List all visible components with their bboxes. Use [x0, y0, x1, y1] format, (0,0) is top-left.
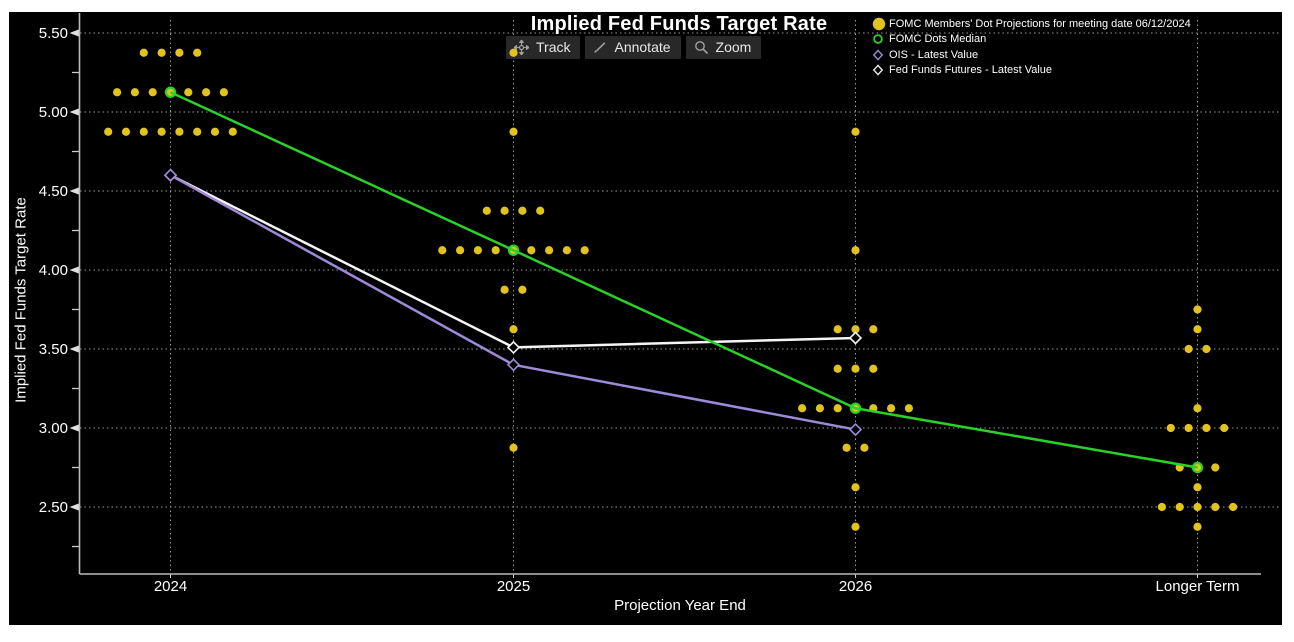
- legend-label: FOMC Dots Median: [889, 33, 987, 46]
- x-axis-title: Projection Year End: [614, 597, 746, 614]
- y-major-tick-arrow: [69, 266, 80, 274]
- y-tick-label: 5.50: [39, 25, 68, 42]
- legend-item-fomc-dots-median[interactable]: FOMC Dots Median: [872, 32, 1191, 48]
- x-tick-label: 2026: [839, 578, 872, 595]
- legend-label: OIS - Latest Value: [889, 48, 979, 61]
- y-tick-label: 4.50: [39, 183, 68, 200]
- zoom-button[interactable]: Zoom: [685, 36, 762, 59]
- y-tick-label: 4.00: [39, 262, 68, 279]
- x-tick-label: Longer Term: [1156, 578, 1240, 595]
- annotate-button[interactable]: Annotate: [585, 36, 681, 59]
- legend-item-fed-funds-futures[interactable]: Fed Funds Futures - Latest Value: [872, 63, 1191, 79]
- y-tick-label: 5.00: [39, 104, 68, 121]
- y-major-tick-arrow: [69, 108, 80, 116]
- annotate-pencil-icon: [594, 42, 606, 53]
- track-crosshair-icon: [514, 39, 529, 55]
- x-tick-label: 2024: [154, 578, 187, 595]
- y-tick-label: 3.00: [39, 420, 68, 437]
- annotate-button-label: Annotate: [614, 39, 671, 55]
- zoom-button-label: Zoom: [715, 39, 752, 55]
- y-major-tick-arrow: [69, 29, 80, 37]
- chart-title: Implied Fed Funds Target Rate: [530, 13, 828, 35]
- y-tick-label: 3.50: [39, 341, 68, 358]
- white-open-diamond-icon: [872, 63, 889, 77]
- track-button[interactable]: Track: [506, 36, 581, 59]
- legend-item-dot-projections[interactable]: FOMC Members' Dot Projections for meetin…: [872, 16, 1191, 32]
- legend-label: FOMC Members' Dot Projections for meetin…: [889, 17, 1191, 30]
- chart-toolbar: Track Annotate Zoom: [506, 36, 762, 59]
- y-major-tick-arrow: [69, 503, 80, 511]
- yellow-dot-icon: [872, 17, 889, 31]
- zoom-magnifier-icon: [694, 40, 708, 54]
- legend-label: Fed Funds Futures - Latest Value: [889, 64, 1053, 77]
- purple-open-diamond-icon: [872, 48, 889, 62]
- green-open-circle-icon: [872, 32, 889, 46]
- y-major-tick-arrow: [69, 345, 80, 353]
- chart-legend: FOMC Members' Dot Projections for meetin…: [872, 16, 1191, 78]
- y-axis-title: Implied Fed Funds Target Rate: [12, 197, 30, 403]
- legend-item-ois[interactable]: OIS - Latest Value: [872, 47, 1191, 63]
- y-tick-label: 2.50: [39, 499, 68, 516]
- y-major-tick-arrow: [69, 187, 80, 195]
- track-button-label: Track: [536, 39, 571, 55]
- y-major-tick-arrow: [69, 424, 80, 432]
- x-tick-label: 2025: [497, 578, 530, 595]
